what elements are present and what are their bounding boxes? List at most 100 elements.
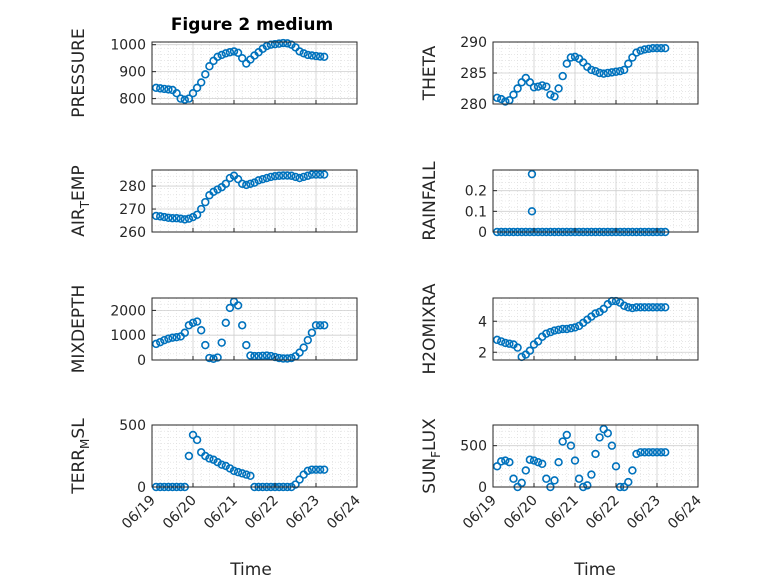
data-point <box>320 170 329 179</box>
axes-frame <box>492 169 699 233</box>
data-point <box>492 335 502 345</box>
data-point <box>246 351 255 360</box>
data-point <box>644 44 653 54</box>
data-point <box>188 430 198 440</box>
data-point <box>509 90 518 99</box>
data-point <box>611 67 621 76</box>
data-point <box>262 173 271 183</box>
y-tick-label: 500 <box>119 418 146 434</box>
data-point <box>550 92 559 101</box>
y-axis-label: AIRTEMP <box>69 165 92 236</box>
data-point <box>628 466 637 475</box>
data-point <box>221 179 231 188</box>
data-point <box>624 303 633 312</box>
data-point <box>595 68 604 78</box>
data-point <box>315 465 325 474</box>
data-point <box>295 475 304 484</box>
data-point <box>184 94 194 103</box>
data-point <box>307 328 317 337</box>
data-point <box>648 43 658 53</box>
axes-frame <box>492 424 699 488</box>
data-point <box>529 83 539 92</box>
y-tick-label: 280 <box>119 179 146 195</box>
data-point <box>156 337 165 347</box>
data-point <box>501 456 510 465</box>
data-point <box>238 179 247 188</box>
data-point <box>213 458 222 467</box>
data-point <box>521 73 530 83</box>
data-point <box>160 335 169 345</box>
data-point <box>160 212 169 222</box>
axes-frame <box>492 297 699 361</box>
x-tick-label: 06/19 <box>460 493 500 533</box>
data-point <box>262 41 271 51</box>
data-point <box>279 38 288 48</box>
data-point <box>505 458 514 467</box>
data-point <box>238 321 247 330</box>
y-tick-label: 2000 <box>110 303 146 319</box>
data-point <box>295 173 304 183</box>
data-point <box>197 204 206 214</box>
data-point <box>184 451 194 461</box>
data-point <box>266 40 276 49</box>
y-axis-label: H2OMIXRA <box>420 283 440 374</box>
y-axis-label: PRESSURE <box>69 28 89 117</box>
data-point <box>513 84 522 93</box>
data-point <box>242 340 251 350</box>
data-point <box>566 441 576 450</box>
data-point <box>624 477 633 487</box>
data-point <box>205 62 214 71</box>
data-point <box>640 303 649 312</box>
data-point <box>501 338 510 348</box>
data-point <box>213 185 222 194</box>
data-point <box>164 213 173 222</box>
data-point <box>566 324 576 333</box>
x-tick-label: 06/22 <box>242 493 282 533</box>
data-point <box>303 466 312 476</box>
data-point <box>287 171 296 180</box>
data-point <box>311 465 321 474</box>
axes-frame <box>151 169 358 233</box>
x-axis-label-right: Time <box>573 560 616 580</box>
data-point <box>242 180 251 190</box>
data-point <box>636 46 645 55</box>
data-point <box>558 71 567 81</box>
data-point <box>525 78 535 87</box>
data-point <box>151 211 161 221</box>
data-point <box>209 354 218 363</box>
data-point <box>266 172 276 182</box>
data-point <box>172 89 181 98</box>
data-point <box>291 480 300 489</box>
data-point <box>632 449 641 459</box>
y-tick-label: 0 <box>137 353 146 369</box>
data-point <box>229 47 239 56</box>
y-tick-label: 2 <box>478 345 487 361</box>
data-point <box>603 68 612 78</box>
data-point <box>254 351 263 361</box>
x-tick-label: 06/21 <box>542 493 582 533</box>
data-point <box>603 429 612 438</box>
data-point <box>607 441 617 450</box>
data-point <box>640 45 649 54</box>
data-point <box>558 324 567 334</box>
data-point <box>624 59 633 68</box>
y-tick-label: 280 <box>460 97 487 113</box>
data-point <box>151 339 161 349</box>
data-point <box>287 353 296 363</box>
data-point <box>660 43 670 53</box>
data-point <box>188 318 198 327</box>
data-point <box>578 58 588 67</box>
data-point <box>542 474 551 483</box>
data-point <box>570 52 580 62</box>
x-tick-label: 06/24 <box>324 492 364 532</box>
data-point <box>574 474 584 483</box>
data-point <box>303 50 312 60</box>
data-point <box>180 328 190 337</box>
data-point <box>542 329 551 338</box>
subplot-1: 800 900 1000 PRESSURE <box>69 28 358 118</box>
data-point <box>307 170 317 179</box>
data-point <box>656 303 666 312</box>
data-point <box>615 66 625 76</box>
data-point <box>497 337 506 346</box>
data-point <box>246 179 255 188</box>
